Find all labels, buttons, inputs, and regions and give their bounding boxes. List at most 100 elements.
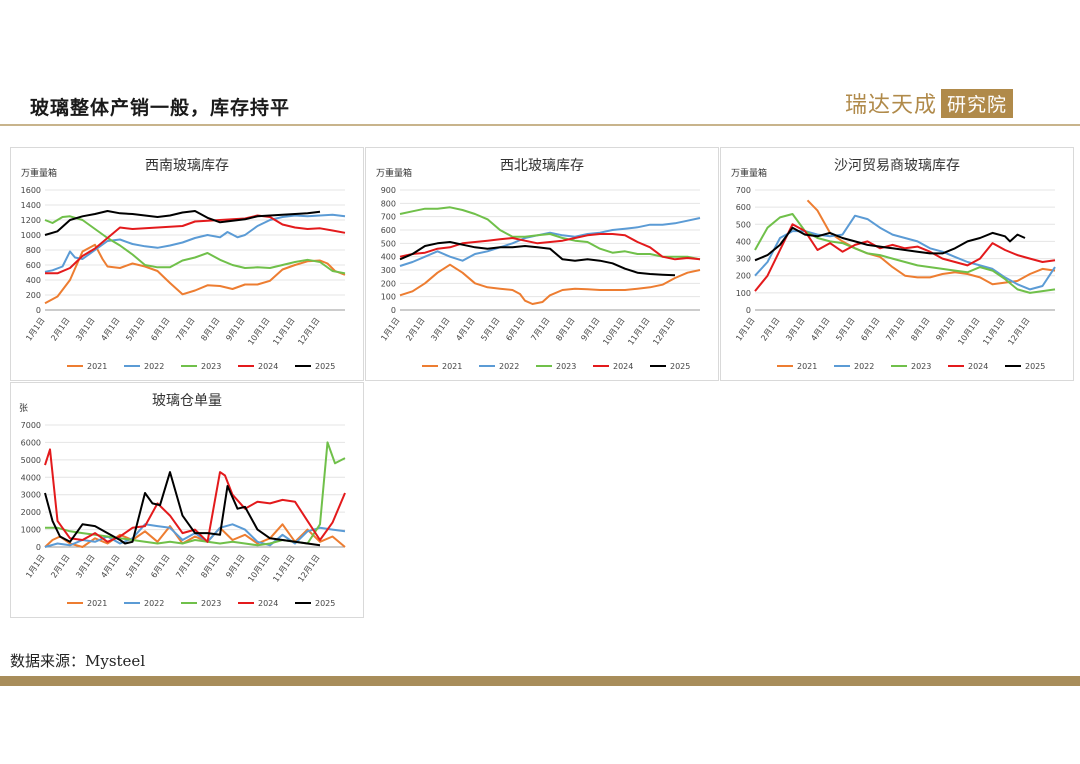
legend-label: 2023 — [201, 362, 221, 371]
x-tick-label: 2月1日 — [49, 553, 71, 580]
x-tick-label: 2月1日 — [759, 316, 781, 343]
y-tick-label: 1000 — [21, 526, 41, 535]
chart-panel-warehouse-receipts: 玻璃仓单量张 0 1000 2000 3000 4000 5000 6000 7000 1月1日 2… — [10, 382, 364, 618]
x-tick-label: 5月1日 — [834, 316, 856, 343]
x-tick-label: 1月1日 — [379, 316, 401, 343]
legend-label: 2022 — [854, 362, 874, 371]
legend-label: 2025 — [315, 599, 335, 608]
x-tick-label: 8月1日 — [199, 553, 221, 580]
x-tick-label: 10月1日 — [246, 553, 271, 584]
series-line-2023 — [44, 215, 346, 275]
brand-name: 瑞达天成 — [845, 93, 938, 118]
y-tick-label: 2000 — [21, 508, 41, 517]
y-tick-label: 3000 — [21, 491, 41, 500]
legend-label: 2022 — [144, 362, 164, 371]
x-tick-label: 10月1日 — [601, 316, 626, 347]
y-tick-label: 1000 — [21, 231, 41, 240]
x-tick-label: 10月1日 — [956, 316, 981, 347]
legend-label: 2021 — [87, 599, 107, 608]
chart-panel-shahe-trader-inventory: 沙河贸易商玻璃库存 万重量箱 0 100 200 300 400 500 600 700 1月1日 2… — [720, 147, 1074, 381]
x-tick-label: 5月1日 — [124, 553, 146, 580]
x-tick-label: 11月1日 — [981, 316, 1006, 347]
x-tick-label: 3月1日 — [74, 553, 96, 580]
series-line-2024 — [44, 448, 346, 543]
x-tick-label: 12月1日 — [296, 553, 321, 584]
x-tick-label: 8月1日 — [909, 316, 931, 343]
x-tick-label: 7月1日 — [174, 316, 196, 343]
series-line-2025 — [44, 471, 321, 547]
y-tick-label: 300 — [381, 266, 396, 275]
y-tick-label: 200 — [736, 272, 751, 281]
series-line-2023 — [399, 206, 701, 261]
y-tick-label: 1600 — [21, 186, 41, 195]
series-line-2021 — [399, 263, 701, 305]
x-tick-label: 1月1日 — [24, 316, 46, 343]
x-tick-label: 5月1日 — [479, 316, 501, 343]
legend-label: 2022 — [144, 599, 164, 608]
y-tick-label: 600 — [26, 261, 41, 270]
series-line-2024 — [754, 223, 1056, 292]
legend-label: 2025 — [1025, 362, 1045, 371]
y-tick-label: 0 — [746, 306, 751, 315]
series-line-2025 — [399, 241, 676, 277]
brand-badge: 研究院 — [941, 88, 1014, 118]
x-tick-label: 1月1日 — [734, 316, 756, 343]
y-tick-label: 400 — [736, 237, 751, 246]
y-tick-label: 1200 — [21, 216, 41, 225]
x-tick-label: 12月1日 — [296, 316, 321, 347]
x-tick-label: 9月1日 — [224, 553, 246, 580]
y-tick-label: 400 — [381, 253, 396, 262]
legend-label: 2024 — [613, 362, 633, 371]
x-tick-label: 3月1日 — [784, 316, 806, 343]
legend-label: 2024 — [258, 362, 278, 371]
series-line-2024 — [399, 233, 701, 261]
x-tick-label: 11月1日 — [271, 553, 296, 584]
x-tick-label: 6月1日 — [149, 316, 171, 343]
y-tick-label: 600 — [736, 203, 751, 212]
legend-label: 2024 — [968, 362, 988, 371]
chart-title: 西北玻璃库存 — [500, 157, 584, 174]
chart-title: 玻璃仓单量 — [152, 392, 222, 409]
x-tick-label: 2月1日 — [404, 316, 426, 343]
y-tick-label: 700 — [381, 213, 396, 222]
legend-label: 2021 — [87, 362, 107, 371]
y-tick-label: 200 — [381, 279, 396, 288]
x-tick-label: 7月1日 — [174, 553, 196, 580]
series-line-2024 — [45, 214, 346, 275]
chart-title: 西南玻璃库存 — [145, 157, 229, 174]
y-tick-label: 500 — [736, 220, 751, 229]
y-tick-label: 800 — [381, 199, 396, 208]
x-tick-label: 1月1日 — [24, 553, 46, 580]
chart-panel-northwest-inventory: 西北玻璃库存 万重量箱 0 100 200 300 400 500 600 700 800 900 1月… — [365, 147, 719, 381]
x-tick-label: 9月1日 — [224, 316, 246, 343]
x-tick-label: 4月1日 — [99, 553, 121, 580]
x-tick-label: 3月1日 — [74, 316, 96, 343]
legend-label: 2023 — [556, 362, 576, 371]
y-tick-label: 900 — [381, 186, 396, 195]
legend-label: 2021 — [442, 362, 462, 371]
x-tick-label: 11月1日 — [271, 316, 296, 347]
x-tick-label: 7月1日 — [884, 316, 906, 343]
y-tick-label: 0 — [36, 306, 41, 315]
chart-title: 沙河贸易商玻璃库存 — [834, 157, 960, 174]
y-tick-label: 100 — [381, 293, 396, 302]
y-axis-unit: 万重量箱 — [376, 167, 412, 179]
x-tick-label: 4月1日 — [99, 316, 121, 343]
x-tick-label: 3月1日 — [429, 316, 451, 343]
x-tick-label: 9月1日 — [934, 316, 956, 343]
y-tick-label: 0 — [391, 306, 396, 315]
y-axis-unit: 张 — [19, 403, 28, 414]
y-tick-label: 400 — [26, 276, 41, 285]
series-line-2022 — [399, 217, 701, 267]
y-tick-label: 4000 — [21, 473, 41, 482]
y-tick-label: 5000 — [21, 456, 41, 465]
x-tick-label: 4月1日 — [454, 316, 476, 343]
series-line-2021 — [806, 199, 1056, 286]
x-tick-label: 11月1日 — [626, 316, 651, 347]
series-line-2021 — [44, 523, 346, 548]
legend-label: 2021 — [797, 362, 817, 371]
x-tick-label: 4月1日 — [809, 316, 831, 343]
